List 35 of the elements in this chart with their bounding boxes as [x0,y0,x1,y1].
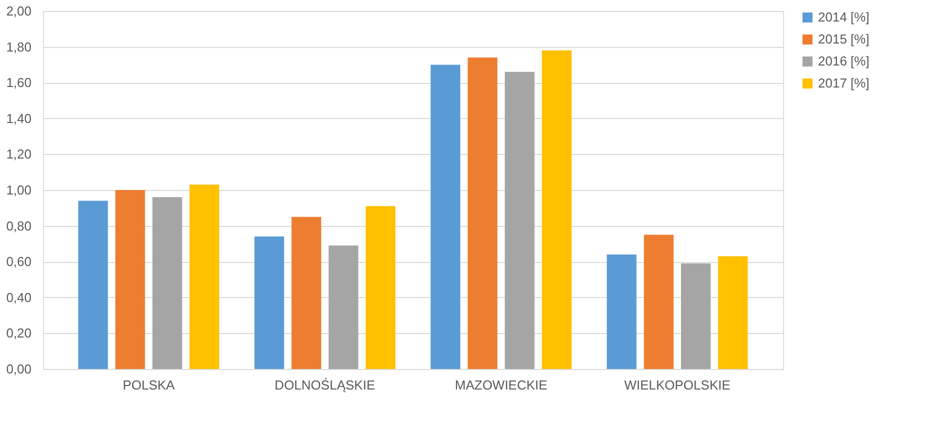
y-tick-label: 0,40 [6,290,32,305]
y-tick-label: 1,60 [6,75,32,90]
bar [430,64,460,369]
bar [366,206,396,369]
y-tick-label: 0,00 [6,362,32,376]
y-tick-label: 0,60 [6,254,32,270]
x-tick-label: DOLNOŚLĄSKIE [274,378,376,392]
x-tick-label: POLSKA [122,378,176,392]
y-tick-label: 0,80 [6,218,32,234]
x-tick-label: MAZOWIECKIE [454,378,548,392]
bar [254,236,284,369]
y-tick-label: 1,20 [6,146,32,162]
legend-label: 2016 [%] [818,54,870,68]
bar [606,254,636,369]
bar [190,184,220,369]
bar [328,245,358,369]
y-tick-label: 2,00 [6,4,32,18]
y-tick-label: 1,00 [6,182,32,198]
bar [680,263,711,369]
bar [542,50,572,369]
legend-label: 2014 [%] [818,10,870,24]
bar [115,190,146,369]
y-tick-label: 0,20 [6,326,32,341]
bar [468,58,498,369]
bar [152,197,182,369]
legend-label: 2015 [%] [818,32,870,46]
bar [78,200,108,369]
y-tick-label: 1,80 [6,39,32,54]
x-tick-label: WIELKOPOLSKIE [624,378,731,392]
bar [504,72,534,369]
y-tick-label: 1,40 [6,110,32,126]
bar [644,234,674,369]
bar [718,256,748,369]
legend-label: 2017 [%] [818,76,870,90]
bar [292,216,322,369]
